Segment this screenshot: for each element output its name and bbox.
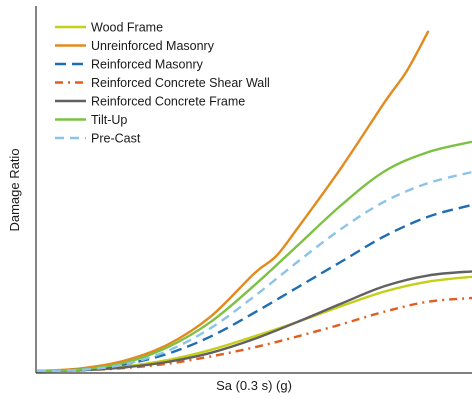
legend-item-reinforced-concrete-shear-wall: Reinforced Concrete Shear Wall bbox=[55, 76, 270, 90]
legend-label: Wood Frame bbox=[91, 21, 163, 35]
legend: Wood Frame Unreinforced Masonry Reinforced… bbox=[55, 21, 270, 146]
series-line-reinforced-concrete-shear-wall bbox=[36, 296, 472, 373]
legend-item-unreinforced-masonry: Unreinforced Masonry bbox=[55, 39, 215, 53]
legend-label: Tilt-Up bbox=[91, 113, 127, 127]
legend-item-tilt-up: Tilt-Up bbox=[55, 113, 127, 127]
legend-item-pre-cast: Pre-Cast bbox=[55, 132, 141, 146]
legend-label: Unreinforced Masonry bbox=[91, 39, 215, 53]
series-line-pre-cast bbox=[36, 170, 472, 373]
legend-item-reinforced-concrete-frame: Reinforced Concrete Frame bbox=[55, 95, 245, 109]
series-line-unreinforced-masonry bbox=[36, 30, 430, 373]
legend-label: Pre-Cast bbox=[91, 132, 141, 146]
series-layer bbox=[36, 30, 472, 373]
series-line-wood-frame bbox=[36, 275, 472, 373]
legend-label: Reinforced Masonry bbox=[91, 58, 204, 72]
y-axis-label: Damage Ratio bbox=[7, 148, 22, 231]
legend-label: Reinforced Concrete Shear Wall bbox=[91, 76, 270, 90]
legend-item-wood-frame: Wood Frame bbox=[55, 21, 163, 35]
legend-label: Reinforced Concrete Frame bbox=[91, 95, 245, 109]
series-line-reinforced-masonry bbox=[36, 203, 472, 373]
x-axis-label: Sa (0.3 s) (g) bbox=[216, 378, 292, 393]
legend-item-reinforced-masonry: Reinforced Masonry bbox=[55, 58, 204, 72]
series-line-reinforced-concrete-frame bbox=[36, 270, 472, 373]
series-line-tilt-up bbox=[36, 140, 472, 373]
